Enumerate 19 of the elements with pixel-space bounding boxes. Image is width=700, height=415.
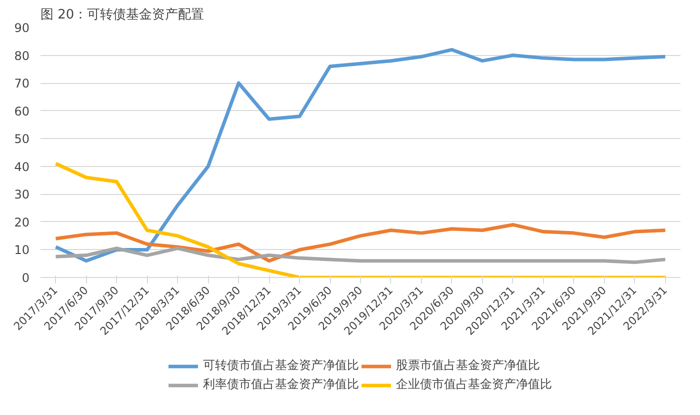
line-series [54,222,668,263]
y-tick-label: 40 [14,160,30,174]
chart-title: 图 20：可转债基金资产配置 [40,8,204,22]
y-tick-label: 80 [14,48,30,63]
legend-label: 股票市值占基金资产净值比 [396,357,540,374]
y-tick-label: 90 [14,21,30,35]
line-series [54,246,668,264]
y-tick-label: 10 [14,243,30,258]
line-series [54,162,668,278]
y-tick-label: 0 [22,271,30,285]
y-tick-label: 60 [14,104,30,118]
legend-label: 企业债市值占基金资产净值比 [396,376,552,393]
legend-label: 利率债市值占基金资产净值比 [203,376,359,393]
legend-label: 可转债市值占基金资产净值比 [203,357,359,374]
y-tick-label: 30 [14,188,30,202]
line-series [54,48,668,263]
y-tick-label: 50 [14,132,30,146]
y-tick-label: 70 [14,76,30,91]
y-tick-label: 20 [14,215,30,230]
